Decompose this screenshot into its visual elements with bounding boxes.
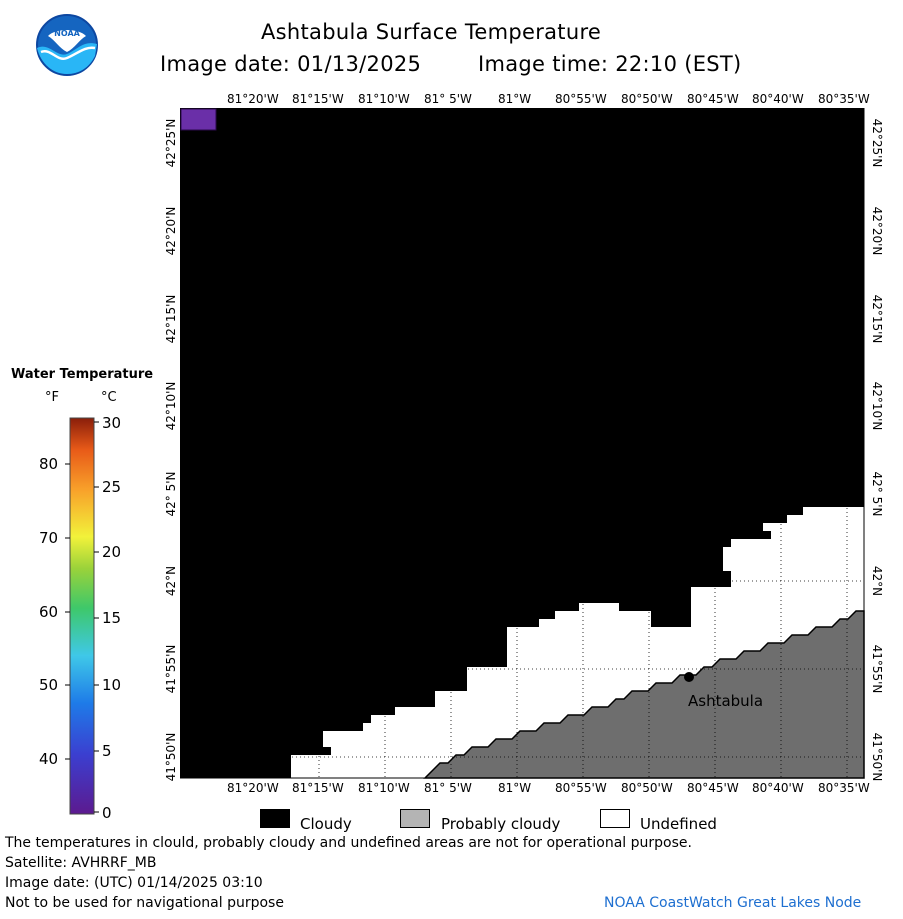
f-tick-60: 60 bbox=[39, 603, 59, 621]
lon-top-label: 81°W bbox=[498, 92, 532, 106]
land-region bbox=[423, 610, 865, 779]
lat-left-label: 41°55'N bbox=[164, 644, 178, 694]
lat-right-label: 42°15'N bbox=[870, 294, 884, 344]
lon-top-label: 81°10'W bbox=[358, 92, 410, 106]
lon-bottom-label: 81°20'W bbox=[227, 781, 279, 795]
c-tick-0: 0 bbox=[102, 804, 112, 822]
city-label: Ashtabula bbox=[688, 692, 764, 710]
lon-bottom-label: 80°40'W bbox=[752, 781, 804, 795]
lon-bottom-label: 80°35'W bbox=[818, 781, 870, 795]
warm-pixel bbox=[180, 108, 217, 131]
lon-bottom-label: 81°10'W bbox=[358, 781, 410, 795]
lon-top-label: 80°50'W bbox=[621, 92, 673, 106]
noaa-logo-icon: NOAA bbox=[36, 14, 98, 76]
legend-swatch-probably-cloudy bbox=[400, 809, 430, 828]
lat-right-label: 42°10'N bbox=[870, 381, 884, 431]
lat-right-label: 42°25'N bbox=[870, 118, 884, 168]
c-tick-10: 10 bbox=[102, 676, 122, 694]
legend-label-cloudy: Cloudy bbox=[300, 815, 352, 833]
lat-right-label: 42°20'N bbox=[870, 206, 884, 256]
lat-right-label: 42°N bbox=[870, 565, 884, 597]
satellite-text: Satellite: AVHRRF_MB bbox=[5, 855, 157, 871]
lat-left-label: 42°N bbox=[164, 565, 178, 597]
c-tick-25: 25 bbox=[102, 478, 122, 496]
lat-left-label: 42° 5'N bbox=[164, 471, 178, 517]
lat-left-label: 42°10'N bbox=[164, 381, 178, 431]
f-tick-70: 70 bbox=[39, 529, 59, 547]
legend-swatch-cloudy bbox=[260, 809, 290, 828]
lat-right-label: 41°50'N bbox=[870, 732, 884, 782]
image-time-label: Image time: 22:10 (EST) bbox=[478, 52, 742, 76]
lon-bottom-label: 81° 5'W bbox=[424, 781, 472, 795]
legend-label-probably-cloudy: Probably cloudy bbox=[441, 815, 561, 833]
lat-right-label: 42° 5'N bbox=[870, 471, 884, 517]
lon-bottom-label: 81°15'W bbox=[292, 781, 344, 795]
lon-top-label: 81°15'W bbox=[292, 92, 344, 106]
credit-text: NOAA CoastWatch Great Lakes Node bbox=[604, 895, 862, 911]
c-tick-5: 5 bbox=[102, 742, 112, 760]
temperature-map bbox=[180, 108, 865, 779]
lon-top-label: 81° 5'W bbox=[424, 92, 472, 106]
c-tick-20: 20 bbox=[102, 543, 122, 561]
image-date-label: Image date: 01/13/2025 bbox=[160, 52, 422, 76]
lon-bottom-label: 80°50'W bbox=[621, 781, 673, 795]
ashtabula-marker bbox=[684, 672, 694, 682]
legend-label-undefined: Undefined bbox=[640, 815, 717, 833]
color-scale-title: Water Temperature bbox=[11, 367, 154, 382]
lon-bottom-label: 81°W bbox=[498, 781, 532, 795]
map-title: Ashtabula Surface Temperature bbox=[261, 20, 602, 44]
unit-celsius: °C bbox=[101, 390, 117, 405]
lon-bottom-label: 80°55'W bbox=[555, 781, 607, 795]
logo-text: NOAA bbox=[54, 29, 80, 38]
c-tick-15: 15 bbox=[102, 609, 122, 627]
nav-warning-text: Not to be used for navigational purpose bbox=[5, 895, 284, 911]
utc-date-text: Image date: (UTC) 01/14/2025 03:10 bbox=[5, 875, 263, 891]
f-tick-80: 80 bbox=[39, 455, 59, 473]
c-tick-30: 30 bbox=[102, 414, 122, 432]
f-tick-40: 40 bbox=[39, 750, 59, 768]
lon-top-label: 80°45'W bbox=[687, 92, 739, 106]
unit-fahrenheit: °F bbox=[45, 390, 59, 405]
color-scale-bar bbox=[65, 417, 99, 815]
cloudy-region bbox=[180, 108, 864, 778]
lat-left-label: 42°25'N bbox=[164, 118, 178, 168]
lat-left-label: 41°50'N bbox=[164, 732, 178, 782]
lat-right-label: 41°55'N bbox=[870, 644, 884, 694]
lat-left-label: 42°20'N bbox=[164, 206, 178, 256]
lon-top-label: 80°40'W bbox=[752, 92, 804, 106]
lon-bottom-label: 80°45'W bbox=[687, 781, 739, 795]
lon-top-label: 80°35'W bbox=[818, 92, 870, 106]
disclaimer-text: The temperatures in clould, probably clo… bbox=[5, 835, 692, 851]
lon-top-label: 81°20'W bbox=[227, 92, 279, 106]
lat-left-label: 42°15'N bbox=[164, 294, 178, 344]
lon-top-label: 80°55'W bbox=[555, 92, 607, 106]
legend-swatch-undefined bbox=[600, 809, 630, 828]
f-tick-50: 50 bbox=[39, 676, 59, 694]
